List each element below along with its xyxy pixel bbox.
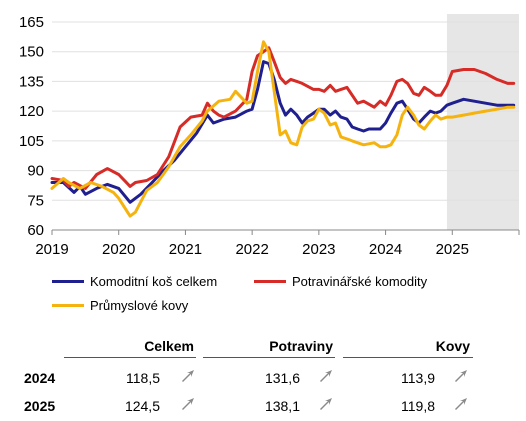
value-2025-food: 138,1 bbox=[264, 398, 300, 414]
legend-item-metals: Průmyslové kovy bbox=[52, 298, 188, 313]
value-2024-food: 131,6 bbox=[264, 370, 300, 386]
series-line-food bbox=[50, 46, 516, 190]
x-tick-label: 2019 bbox=[35, 241, 68, 258]
trend-up-arrow-icon bbox=[182, 398, 194, 410]
x-tick-label: 2020 bbox=[102, 241, 135, 258]
row-label-2024: 2024 bbox=[24, 370, 56, 386]
trend-up-arrow-icon bbox=[320, 370, 332, 382]
y-tick-label: 150 bbox=[19, 44, 44, 61]
y-tick-label: 90 bbox=[27, 163, 44, 180]
legend: Komoditní koš celkem Potravinářské komod… bbox=[0, 268, 526, 320]
column-divider-metals bbox=[343, 357, 473, 358]
trend-up-arrow-icon bbox=[455, 370, 467, 382]
value-2024-metals: 113,9 bbox=[401, 370, 435, 386]
y-tick-label: 120 bbox=[19, 103, 44, 120]
value-2025-total: 124,5 bbox=[124, 398, 160, 414]
legend-label-total: Komoditní koš celkem bbox=[90, 274, 218, 289]
x-axis-tick-labels: 2019 2020 2021 2022 2023 2024 2025 bbox=[35, 241, 469, 258]
column-header-food: Potraviny bbox=[269, 338, 333, 354]
x-tick-label: 2022 bbox=[235, 241, 268, 258]
value-2024-total: 118,5 bbox=[126, 370, 160, 386]
summary-table: Celkem Potraviny Kovy 2024 118,5 131,6 1… bbox=[0, 332, 526, 421]
column-divider-total bbox=[64, 357, 196, 358]
value-2025-metals: 119,8 bbox=[401, 398, 435, 414]
legend-swatch-food bbox=[254, 280, 286, 283]
legend-label-metals: Průmyslové kovy bbox=[90, 298, 189, 313]
y-tick-label: 75 bbox=[27, 192, 44, 209]
legend-swatch-metals bbox=[52, 304, 84, 307]
y-tick-label: 105 bbox=[19, 133, 44, 150]
x-tick-label: 2025 bbox=[436, 241, 469, 258]
legend-item-food: Potravinářské komodity bbox=[254, 274, 427, 289]
x-tick-label: 2024 bbox=[369, 241, 402, 258]
y-axis-tick-labels: 165 150 135 120 105 90 75 60 bbox=[19, 14, 44, 239]
row-label-2025: 2025 bbox=[24, 398, 56, 414]
trend-up-arrow-icon bbox=[455, 398, 467, 410]
series-lines bbox=[50, 40, 516, 218]
series-line-metals bbox=[50, 40, 516, 218]
series-line-total bbox=[50, 60, 516, 204]
legend-swatch-total bbox=[52, 280, 84, 283]
x-tick-label: 2021 bbox=[169, 241, 202, 258]
column-divider-food bbox=[203, 357, 335, 358]
x-axis-tick-marks bbox=[51, 230, 520, 235]
trend-up-arrow-icon bbox=[320, 398, 332, 410]
column-header-metals: Kovy bbox=[435, 338, 470, 354]
forecast-shading bbox=[446, 14, 519, 230]
legend-label-food: Potravinářské komodity bbox=[292, 274, 428, 289]
y-tick-label: 165 bbox=[19, 14, 44, 31]
y-tick-label: 60 bbox=[27, 222, 44, 239]
x-tick-label: 2023 bbox=[302, 241, 335, 258]
legend-item-total: Komoditní koš celkem bbox=[52, 274, 217, 289]
trend-up-arrow-icon bbox=[182, 370, 194, 382]
y-tick-label: 135 bbox=[19, 73, 44, 90]
column-header-total: Celkem bbox=[144, 338, 194, 354]
